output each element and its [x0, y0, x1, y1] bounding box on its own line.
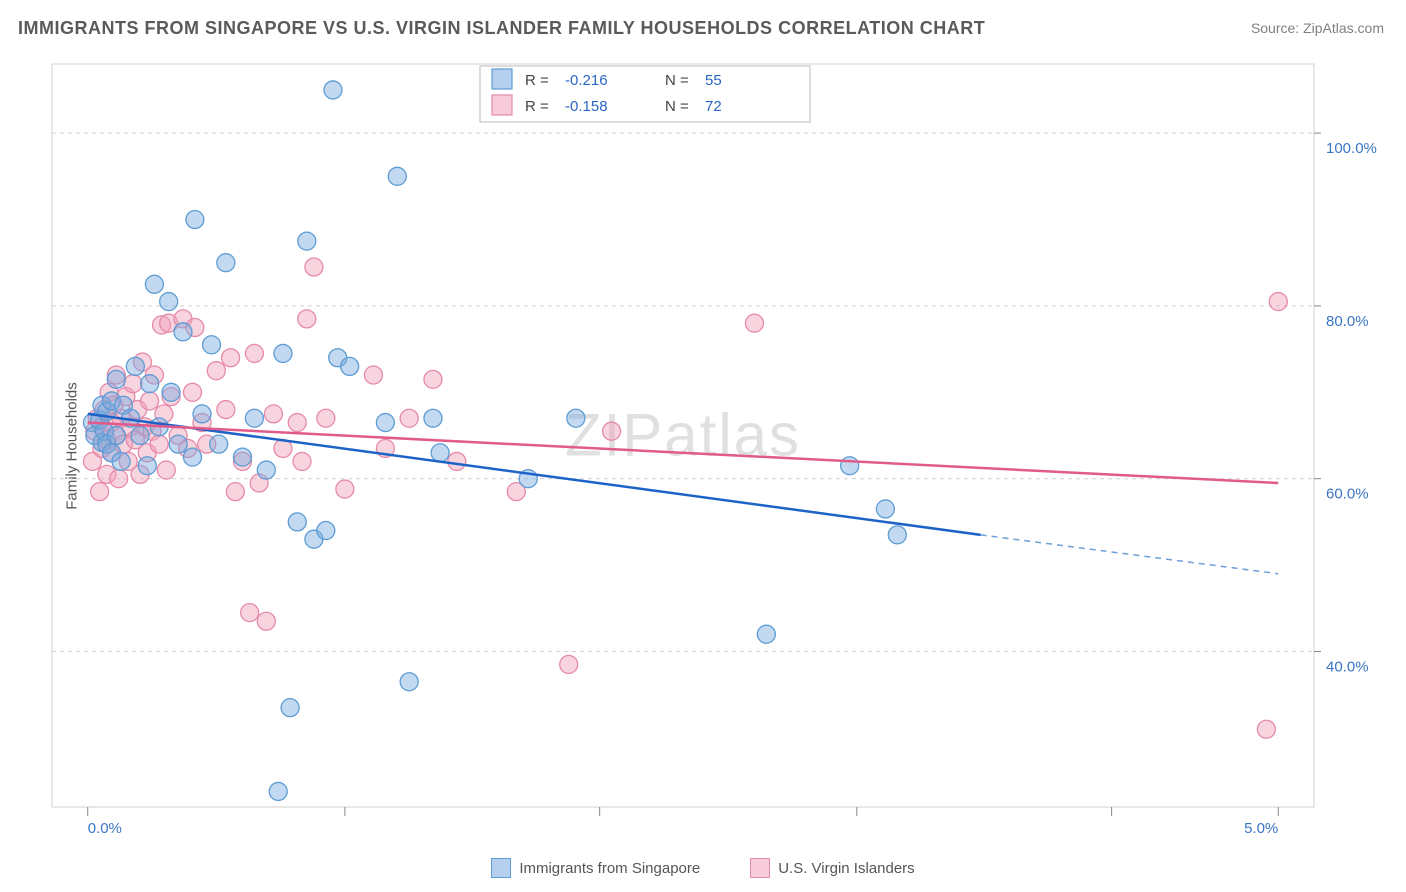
- svg-text:40.0%: 40.0%: [1326, 658, 1369, 675]
- svg-text:ZIPatlas: ZIPatlas: [565, 402, 801, 469]
- legend-item-pink: U.S. Virgin Islanders: [750, 858, 914, 878]
- chart-title: IMMIGRANTS FROM SINGAPORE VS U.S. VIRGIN…: [18, 18, 985, 39]
- svg-text:R =: R =: [525, 72, 549, 89]
- svg-text:0.0%: 0.0%: [88, 820, 122, 837]
- source-prefix: Source:: [1251, 20, 1303, 36]
- scatter-chart: 40.0% 60.0% 80.0% 100.0% 0.0% 5.0% ZIPatlas R =…: [50, 60, 1386, 837]
- svg-text:72: 72: [705, 98, 722, 115]
- legend-item-blue: Immigrants from Singapore: [491, 858, 700, 878]
- svg-text:N =: N =: [665, 72, 689, 89]
- legend-swatch-blue: [491, 858, 511, 878]
- source-attribution: Source: ZipAtlas.com: [1251, 20, 1384, 36]
- legend-label-pink: U.S. Virgin Islanders: [778, 860, 914, 877]
- svg-text:80.0%: 80.0%: [1326, 313, 1369, 330]
- bottom-legend: Immigrants from Singapore U.S. Virgin Is…: [0, 858, 1406, 878]
- svg-text:5.0%: 5.0%: [1244, 820, 1278, 837]
- legend-swatch-pink: [750, 858, 770, 878]
- svg-text:60.0%: 60.0%: [1326, 486, 1369, 503]
- chart-svg: 40.0% 60.0% 80.0% 100.0% 0.0% 5.0% ZIPatlas R =…: [50, 60, 1386, 837]
- svg-text:N =: N =: [665, 98, 689, 115]
- legend-label-blue: Immigrants from Singapore: [519, 860, 700, 877]
- svg-text:-0.216: -0.216: [565, 72, 608, 89]
- svg-text:R =: R =: [525, 98, 549, 115]
- svg-text:55: 55: [705, 72, 722, 89]
- svg-text:100.0%: 100.0%: [1326, 140, 1377, 157]
- svg-text:-0.158: -0.158: [565, 98, 608, 115]
- source-name: ZipAtlas.com: [1303, 20, 1384, 36]
